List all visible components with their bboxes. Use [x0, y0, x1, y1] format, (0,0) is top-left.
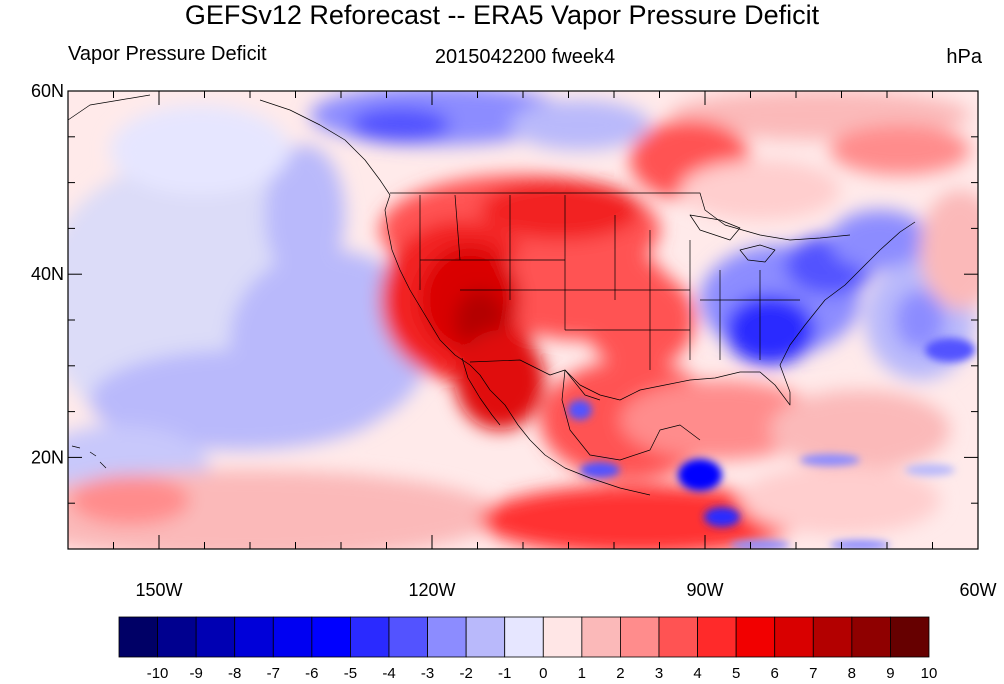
colorbar-label: 9 — [886, 665, 894, 682]
colorbar-swatch — [697, 616, 737, 658]
colorbar-label: 4 — [693, 665, 701, 682]
chart-title: GEFSv12 Reforecast -- ERA5 Vapor Pressur… — [184, 0, 820, 30]
colorbar-swatch — [735, 616, 776, 658]
colorbar-swatch — [581, 616, 621, 658]
y-tick-label: 20N — [31, 447, 64, 467]
colorbar-swatch — [272, 616, 313, 658]
x-tick-label: 150W — [135, 580, 182, 600]
colorbar-label: -2 — [459, 665, 472, 682]
colorbar-label: -4 — [382, 665, 395, 682]
colorbar-swatch — [890, 616, 930, 658]
colorbar-swatch — [195, 616, 236, 658]
colorbar-swatch — [118, 616, 158, 658]
colorbar-label: -6 — [305, 665, 318, 682]
x-tick-label: 60W — [959, 580, 996, 600]
colorbar-label: 6 — [771, 665, 779, 682]
colorbar-label: 5 — [732, 665, 740, 682]
colorbar-swatch — [234, 616, 274, 658]
colorbar-label: -3 — [421, 665, 434, 682]
colorbar-label: 0 — [539, 665, 547, 682]
colorbar-swatch — [350, 616, 390, 658]
colorbar-swatch — [851, 616, 891, 658]
coastline-and-borders — [68, 94, 916, 496]
vpd-field — [68, 91, 978, 549]
center-subtitle: 2015042200 fweek4 — [434, 46, 616, 68]
colorbar-swatch — [504, 616, 544, 658]
colorbar-swatch — [427, 616, 467, 658]
colorbar-label: -8 — [228, 665, 241, 682]
y-tick-label: 40N — [31, 264, 64, 284]
x-tick-label: 120W — [408, 580, 455, 600]
colorbar: -10 -9 -8 -7 -6 -5 -4 -3 -2 -1 0 1 2 3 4 5 6 7 8 9 10 — [118, 616, 938, 682]
colorbar-swatch — [311, 616, 351, 658]
colorbar-label: -9 — [189, 665, 202, 682]
colorbar-swatch — [542, 616, 583, 658]
colorbar-label: 3 — [655, 665, 663, 682]
colorbar-label: 7 — [809, 665, 817, 682]
colorbar-label: 1 — [578, 665, 586, 682]
colorbar-swatch — [157, 616, 197, 658]
y-tick-label: 60N — [31, 81, 64, 101]
colorbar-label: -7 — [267, 665, 280, 682]
x-axis: 150W 120W 90W 60W — [67, 91, 997, 600]
units-label: hPa — [946, 46, 982, 68]
x-tick-label: 90W — [686, 580, 723, 600]
colorbar-label: 2 — [616, 665, 624, 682]
colorbar-label: -5 — [344, 665, 357, 682]
left-subtitle: Vapor Pressure Deficit — [68, 43, 267, 65]
colorbar-label: -10 — [147, 665, 169, 682]
colorbar-swatch — [620, 616, 660, 658]
colorbar-label: 8 — [848, 665, 856, 682]
colorbar-label: -1 — [498, 665, 511, 682]
colorbar-swatch — [658, 616, 698, 658]
colorbar-swatch — [388, 616, 428, 658]
y-axis: 20N 40N 60N — [31, 81, 978, 550]
colorbar-swatch — [774, 616, 814, 658]
colorbar-swatch — [812, 616, 853, 658]
colorbar-label: 10 — [921, 665, 938, 682]
colorbar-swatch — [465, 616, 506, 658]
